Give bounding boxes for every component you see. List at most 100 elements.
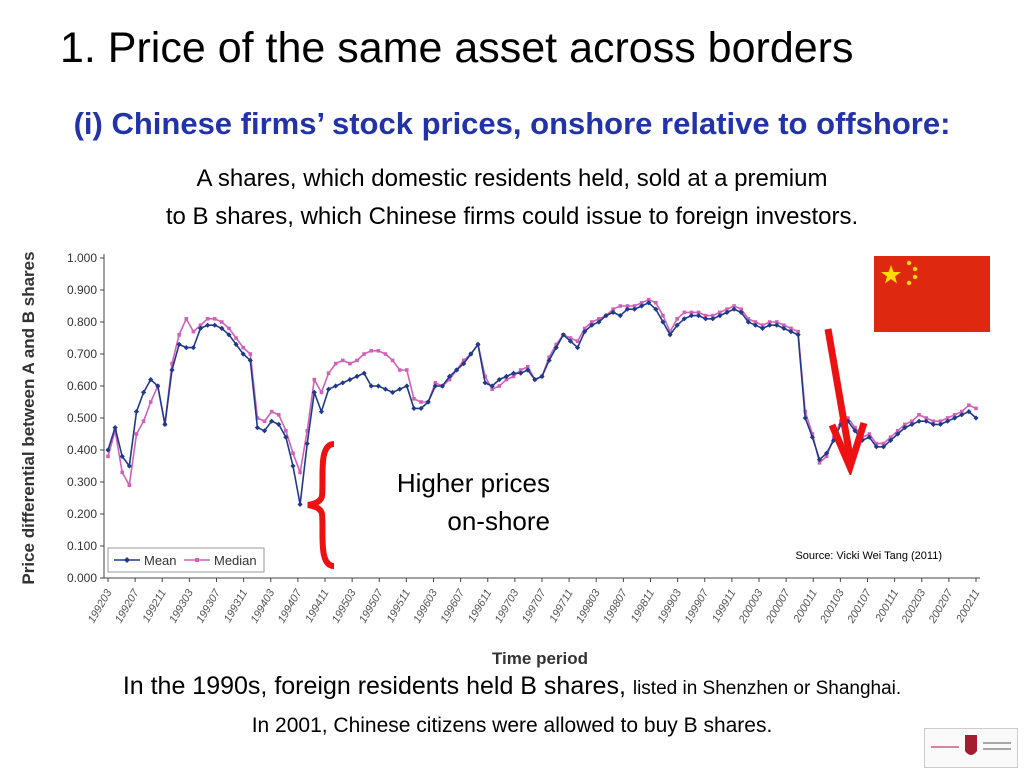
median-point <box>340 358 345 363</box>
mean-point <box>333 383 339 389</box>
median-point <box>291 451 295 455</box>
mean-point <box>845 418 851 424</box>
x-tick-label: 199407 <box>276 587 305 626</box>
median-point <box>191 329 196 334</box>
mean-point <box>297 501 303 507</box>
source-note: Source: Vicki Wei Tang (2011) <box>795 550 942 562</box>
mean-point <box>354 373 360 379</box>
median-point <box>205 317 210 321</box>
median-point <box>284 429 288 433</box>
x-tick-label: 199511 <box>385 588 413 625</box>
mean-point <box>710 316 716 322</box>
median-point <box>924 416 928 420</box>
median-point <box>120 470 125 475</box>
china-flag-icon <box>874 256 990 332</box>
median-point <box>696 310 701 315</box>
median-point <box>611 307 615 311</box>
median-point <box>497 384 502 388</box>
annotation-line-2: on-shore <box>447 506 550 536</box>
median-point <box>881 441 886 446</box>
mean-point <box>325 386 332 392</box>
y-tick-label: 0.900 <box>67 283 97 297</box>
mean-point <box>923 418 929 424</box>
mean-point <box>382 386 389 392</box>
mean-point <box>866 434 872 440</box>
mean-point <box>952 415 958 421</box>
median-point <box>234 336 238 340</box>
x-tick-label: 200107 <box>845 587 875 626</box>
x-tick-label: 199303 <box>167 587 196 626</box>
mean-point <box>340 380 346 386</box>
median-point <box>262 419 267 423</box>
mean-point <box>397 386 403 392</box>
median-point <box>903 422 907 427</box>
mean-point <box>852 428 858 434</box>
x-tick-label: 199611 <box>466 588 494 625</box>
median-point <box>710 313 715 318</box>
median-point <box>141 419 146 423</box>
median-point <box>177 333 181 337</box>
mean-point <box>759 325 766 331</box>
x-tick-label: 199703 <box>493 587 522 626</box>
mean-point <box>809 434 815 440</box>
x-tick-label: 199603 <box>411 587 440 626</box>
median-point <box>184 317 189 321</box>
median-point <box>333 361 338 366</box>
description: A shares, which domestic residents held,… <box>0 160 1024 236</box>
description-line-1: A shares, which domestic residents held,… <box>196 165 828 192</box>
median-point <box>675 317 679 321</box>
median-point <box>305 429 310 433</box>
legend-median-marker <box>195 558 199 562</box>
mean-point <box>190 345 196 351</box>
median-point <box>739 307 744 311</box>
mean-point <box>212 322 218 328</box>
mean-point <box>133 409 140 415</box>
mean-point <box>155 383 161 389</box>
median-point <box>796 329 800 334</box>
x-tick-label: 199311 <box>222 588 250 625</box>
y-tick-label: 0.000 <box>67 571 97 585</box>
median-point <box>853 425 857 430</box>
median-point <box>447 377 452 382</box>
mean-point <box>944 418 951 424</box>
median-point <box>170 361 174 366</box>
mean-point <box>205 322 211 328</box>
median-point <box>412 397 416 401</box>
x-tick-label: 199903 <box>655 587 684 626</box>
median-point <box>824 454 829 459</box>
median-point <box>326 371 331 375</box>
x-tick-label: 199211 <box>141 588 169 625</box>
median-point <box>312 377 317 382</box>
legend-median-label: Median <box>214 553 257 568</box>
median-point <box>241 345 245 350</box>
median-point <box>732 304 736 308</box>
mean-point <box>126 463 132 469</box>
footer-line-2: In 2001, Chinese citizens were allowed t… <box>251 714 773 737</box>
mean-point <box>482 380 488 386</box>
mean-point <box>525 367 531 373</box>
legend-mean-marker <box>124 557 130 563</box>
mean-point <box>745 319 751 325</box>
mean-point <box>368 383 374 389</box>
mean-point <box>795 332 801 338</box>
median-point <box>397 368 402 372</box>
x-tick-label: 199711 <box>547 588 575 625</box>
mean-point <box>169 367 175 373</box>
median-point <box>974 406 978 411</box>
mean-point <box>269 418 275 424</box>
mean-point <box>660 319 666 325</box>
y-tick-label: 0.300 <box>67 475 97 489</box>
mean-point <box>361 370 367 376</box>
mean-point <box>518 370 524 376</box>
median-point <box>618 304 623 308</box>
x-tick-label: 199403 <box>249 587 278 626</box>
median-point <box>582 326 587 331</box>
median-point <box>547 355 551 359</box>
mean-point <box>112 425 118 431</box>
mean-point <box>105 447 111 453</box>
mean-point <box>823 450 830 456</box>
median-point <box>952 413 957 417</box>
median-point <box>390 358 395 363</box>
median-point <box>959 409 964 414</box>
mean-point <box>930 421 936 427</box>
